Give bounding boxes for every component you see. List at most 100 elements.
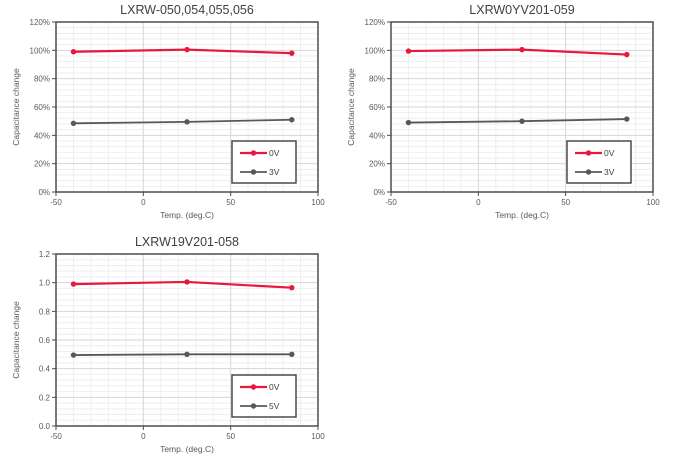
- series-0V: [405, 46, 630, 58]
- legend-label: 3V: [604, 167, 615, 177]
- y-tick-label: 0.6: [39, 336, 51, 345]
- series-5V: [70, 351, 295, 358]
- tick-labels: -50 0 50 100 0% 20% 40% 60% 80% 100% 120%: [365, 18, 661, 207]
- chart-title: LXRW0YV201-059: [469, 3, 574, 17]
- series-line: [407, 118, 628, 124]
- legend-marker: [585, 169, 592, 175]
- x-axis-label: Temp. (deg.C): [495, 210, 549, 220]
- tick-labels: -50 0 50 100 0.0 0.2 0.4 0.6 0.8 1.0 1.2: [39, 250, 325, 441]
- legend-label: 0V: [604, 148, 615, 158]
- data-point-marker: [289, 50, 295, 56]
- legend: 0V 3V: [566, 140, 632, 184]
- y-tick-label: 120%: [365, 18, 385, 27]
- x-tick-label: 100: [646, 198, 660, 207]
- data-point-marker: [184, 46, 190, 53]
- data-point-marker: [519, 118, 525, 124]
- x-tick-label: 50: [561, 198, 570, 207]
- y-tick-label: 1.0: [39, 279, 51, 288]
- series-line: [72, 353, 293, 356]
- series-0V: [70, 46, 295, 56]
- data-point-marker: [405, 119, 412, 126]
- chart-svg: -50 0 50 100 0% 20% 40% 60% 80% 100% 120% LXRW0YV20…: [346, 3, 661, 220]
- legend-label: 0V: [269, 148, 280, 158]
- data-point-marker: [289, 351, 295, 358]
- y-tick-label: 0.2: [39, 393, 51, 402]
- chart-title: LXRW-050,054,055,056: [120, 3, 254, 17]
- y-tick-label: 60%: [369, 103, 385, 112]
- y-tick-label: 80%: [369, 75, 385, 84]
- x-tick-label: 0: [476, 198, 481, 207]
- legend-marker: [250, 169, 257, 175]
- y-tick-label: 0%: [373, 188, 385, 197]
- legend-box: [231, 140, 297, 184]
- chart-svg: -50 0 50 100 0% 20% 40% 60% 80% 100% 120% LXRW-050,…: [11, 3, 326, 220]
- y-tick-label: 20%: [34, 160, 50, 169]
- grid-minor: [56, 254, 318, 426]
- y-tick-label: 0%: [38, 188, 50, 197]
- x-tick-label: -50: [50, 432, 62, 441]
- legend: 0V 5V: [231, 374, 297, 418]
- chart-svg: -50 0 50 100 0.0 0.2 0.4 0.6 0.8 1.0 1.2 LXRW19V201…: [11, 235, 325, 454]
- data-point-marker: [70, 281, 77, 287]
- y-tick-label: 80%: [34, 75, 50, 84]
- y-tick-label: 40%: [34, 131, 50, 140]
- data-point-marker: [289, 284, 295, 291]
- data-point-marker: [184, 279, 190, 285]
- y-tick-label: 120%: [30, 18, 50, 27]
- y-tick-label: 100%: [30, 46, 50, 55]
- legend-label: 3V: [269, 167, 280, 177]
- y-tick-label: 1.2: [39, 250, 51, 259]
- series-line: [72, 118, 293, 125]
- tick-marks: [387, 21, 654, 196]
- y-axis-label: Capacitance change: [346, 68, 356, 146]
- chart-title: LXRW19V201-058: [135, 235, 239, 249]
- y-tick-label: 0.4: [39, 365, 51, 374]
- y-axis-label: Capacitance change: [11, 301, 21, 379]
- tick-labels: -50 0 50 100 0% 20% 40% 60% 80% 100% 120%: [30, 18, 326, 207]
- x-tick-label: 50: [226, 432, 235, 441]
- chart-lxrw0yv201-059: -50 0 50 100 0% 20% 40% 60% 80% 100% 120% LXRW0YV20…: [343, 0, 673, 228]
- data-point-marker: [70, 120, 77, 126]
- legend-marker: [585, 150, 592, 156]
- y-tick-label: 100%: [365, 46, 385, 55]
- tick-marks: [52, 21, 319, 196]
- x-tick-label: -50: [385, 198, 397, 207]
- legend-box: [231, 374, 297, 418]
- x-tick-label: 100: [311, 432, 325, 441]
- y-tick-label: 20%: [369, 160, 385, 169]
- series-3V: [405, 116, 630, 126]
- legend-label: 0V: [269, 382, 280, 392]
- x-tick-label: 100: [311, 198, 325, 207]
- data-point-marker: [624, 51, 630, 58]
- legend-label: 5V: [269, 401, 280, 411]
- legend-marker: [250, 150, 257, 156]
- data-point-marker: [289, 117, 295, 123]
- tick-marks: [52, 253, 319, 430]
- x-tick-label: -50: [50, 198, 62, 207]
- series-0V: [70, 279, 295, 291]
- legend-marker: [250, 384, 257, 390]
- legend-marker: [250, 403, 257, 409]
- x-tick-label: 0: [141, 432, 146, 441]
- x-tick-label: 0: [141, 198, 146, 207]
- legend: 0V 3V: [231, 140, 297, 184]
- chart-lxrw19v201-058: -50 0 50 100 0.0 0.2 0.4 0.6 0.8 1.0 1.2 LXRW19V201…: [8, 232, 338, 462]
- y-tick-label: 0.0: [39, 422, 51, 431]
- y-tick-label: 0.8: [39, 307, 51, 316]
- x-tick-label: 50: [226, 198, 235, 207]
- data-point-marker: [70, 49, 77, 55]
- y-tick-label: 60%: [34, 103, 50, 112]
- data-point-marker: [519, 46, 525, 53]
- x-axis-label: Temp. (deg.C): [160, 444, 214, 454]
- data-point-marker: [184, 351, 190, 358]
- y-axis-label: Capacitance change: [11, 68, 21, 146]
- y-tick-label: 40%: [369, 131, 385, 140]
- x-axis-label: Temp. (deg.C): [160, 210, 214, 220]
- data-point-marker: [624, 116, 630, 122]
- data-point-marker: [405, 48, 412, 54]
- data-point-marker: [70, 352, 77, 358]
- legend-box: [566, 140, 632, 184]
- series-3V: [70, 117, 295, 126]
- data-point-marker: [184, 119, 190, 125]
